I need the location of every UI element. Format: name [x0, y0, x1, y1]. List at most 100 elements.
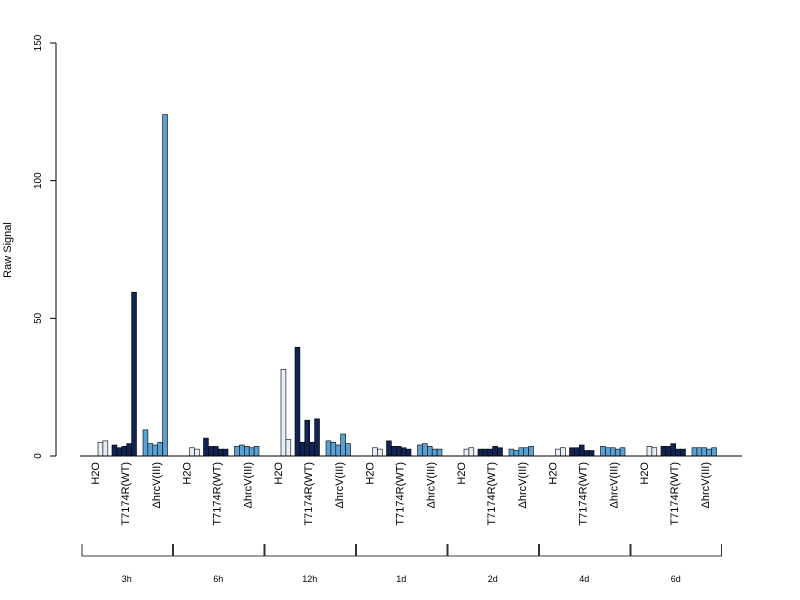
bar — [619, 447, 626, 457]
bar — [340, 433, 346, 457]
category-label: T7174R(WT) — [578, 462, 590, 526]
category-labels: H2O T7174R(WT) ΔhrcV(III) H2O T7174R(WT) Δhrc… — [90, 462, 712, 526]
bar — [605, 447, 611, 457]
bar — [314, 418, 320, 457]
time-label: 12h — [302, 574, 317, 584]
bar — [131, 291, 137, 457]
bar — [691, 447, 698, 457]
bar — [217, 448, 224, 457]
bar — [102, 440, 109, 457]
bar — [583, 450, 590, 457]
y-axis: 0 50 100 150 — [33, 34, 57, 459]
bar — [162, 114, 168, 457]
bar — [116, 447, 123, 457]
category-label: ΔhrcV(III) — [334, 462, 346, 508]
bar — [142, 429, 149, 457]
category-label: H2O — [365, 462, 377, 485]
category-label: H2O — [90, 462, 102, 485]
category-label: T7174R(WT) — [669, 462, 681, 526]
bar — [569, 447, 575, 457]
bar — [395, 446, 402, 457]
bar — [239, 444, 245, 457]
time-bracket — [447, 544, 539, 557]
bar — [528, 446, 534, 457]
bar — [299, 441, 306, 457]
category-label: H2O — [273, 462, 285, 485]
bar — [665, 446, 672, 457]
bar — [696, 447, 703, 457]
bar — [325, 440, 332, 457]
bars — [97, 114, 717, 457]
category-label: ΔhrcV(III) — [609, 462, 621, 508]
bar — [614, 448, 621, 457]
bar — [386, 440, 392, 457]
bar — [244, 446, 250, 457]
bar — [189, 447, 195, 457]
bar — [157, 441, 163, 457]
category-label: T7174R(WT) — [120, 462, 132, 526]
time-bracket — [539, 544, 631, 557]
bar — [492, 446, 498, 457]
category-label: T7174R(WT) — [395, 462, 407, 526]
bar — [523, 447, 529, 457]
bar — [280, 368, 287, 457]
bar — [670, 443, 676, 457]
bar — [234, 446, 240, 457]
bar — [482, 448, 489, 457]
bar — [222, 448, 229, 457]
bar — [285, 439, 292, 457]
y-tick-label: 0 — [33, 453, 44, 459]
bar — [147, 443, 154, 457]
bar — [513, 450, 520, 457]
category-label: H2O — [548, 462, 560, 485]
bar — [309, 441, 315, 457]
category-label: H2O — [639, 462, 651, 485]
y-tick-label: 150 — [33, 34, 44, 51]
bar — [431, 448, 438, 457]
bar — [253, 446, 260, 457]
bar — [330, 441, 337, 457]
time-group-brackets: 3h 6h 12h 1d 2d 4d 6d — [81, 544, 722, 584]
bar — [651, 447, 658, 457]
bar — [391, 446, 397, 457]
bar — [304, 419, 310, 457]
bar — [487, 448, 493, 457]
time-bracket — [264, 544, 356, 557]
bar — [680, 448, 686, 457]
time-bracket — [81, 544, 173, 557]
time-label: 4d — [579, 574, 589, 584]
bar — [701, 447, 707, 457]
category-label: H2O — [456, 462, 468, 485]
bar — [508, 448, 515, 457]
bar — [468, 447, 475, 457]
bar — [588, 450, 595, 457]
bar — [377, 448, 383, 457]
category-label: ΔhrcV(III) — [426, 462, 438, 508]
bar — [405, 448, 412, 457]
y-tick-label: 50 — [33, 312, 44, 324]
category-label: H2O — [182, 462, 194, 485]
bar — [345, 443, 351, 457]
bar — [463, 448, 470, 457]
time-label: 1d — [396, 574, 406, 584]
bar — [600, 446, 606, 457]
bar — [560, 447, 566, 457]
category-label: T7174R(WT) — [303, 462, 315, 526]
category-label: T7174R(WT) — [212, 462, 224, 526]
bar — [555, 448, 561, 457]
time-bracket — [173, 544, 265, 557]
bar — [497, 447, 503, 457]
bar — [578, 444, 585, 457]
category-label: ΔhrcV(III) — [151, 462, 163, 508]
bar — [426, 446, 433, 457]
time-label: 2d — [488, 574, 498, 584]
bar — [372, 447, 378, 457]
category-label: ΔhrcV(III) — [700, 462, 712, 508]
bar — [422, 443, 428, 457]
time-bracket — [356, 544, 448, 557]
category-label: ΔhrcV(III) — [243, 462, 255, 508]
time-label: 3h — [122, 574, 132, 584]
bar — [111, 444, 118, 457]
bar — [121, 446, 128, 457]
